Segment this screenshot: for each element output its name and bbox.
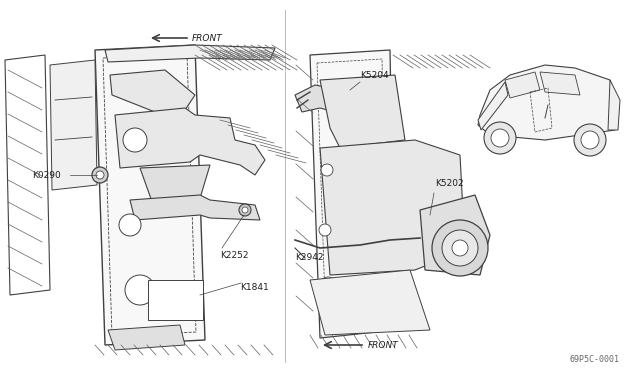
Circle shape [321, 164, 333, 176]
Bar [148, 280, 203, 320]
Circle shape [92, 167, 108, 183]
Polygon shape [608, 80, 620, 130]
Circle shape [452, 240, 468, 256]
Polygon shape [108, 325, 185, 350]
Circle shape [491, 129, 509, 147]
Polygon shape [105, 45, 275, 62]
Polygon shape [50, 60, 97, 190]
Text: K0290: K0290 [32, 170, 61, 180]
Polygon shape [95, 45, 205, 345]
Circle shape [320, 277, 336, 293]
Polygon shape [115, 108, 265, 175]
Polygon shape [5, 55, 50, 295]
Polygon shape [320, 75, 405, 148]
Polygon shape [320, 140, 465, 275]
Circle shape [319, 224, 331, 236]
Text: FRONT: FRONT [368, 340, 399, 350]
Text: K1841: K1841 [240, 283, 269, 292]
Polygon shape [295, 82, 355, 112]
Circle shape [581, 131, 599, 149]
Circle shape [123, 128, 147, 152]
Polygon shape [420, 195, 490, 275]
Text: K2252: K2252 [220, 250, 248, 260]
Polygon shape [478, 82, 508, 130]
Polygon shape [310, 270, 430, 335]
Circle shape [484, 122, 516, 154]
Text: FRONT: FRONT [192, 33, 223, 42]
Text: K5204: K5204 [360, 71, 388, 80]
Polygon shape [505, 72, 540, 98]
Text: K5202: K5202 [435, 179, 463, 187]
Polygon shape [130, 195, 260, 220]
Text: 69P5C-0001: 69P5C-0001 [570, 356, 620, 365]
Circle shape [239, 204, 251, 216]
Polygon shape [540, 72, 580, 95]
Polygon shape [140, 165, 210, 215]
Polygon shape [110, 70, 195, 112]
Circle shape [96, 171, 104, 179]
Polygon shape [478, 65, 618, 140]
Circle shape [119, 214, 141, 236]
Polygon shape [310, 50, 395, 338]
Text: K2942: K2942 [295, 253, 323, 263]
Circle shape [125, 275, 155, 305]
Circle shape [574, 124, 606, 156]
Circle shape [242, 207, 248, 213]
Circle shape [442, 230, 478, 266]
Circle shape [432, 220, 488, 276]
